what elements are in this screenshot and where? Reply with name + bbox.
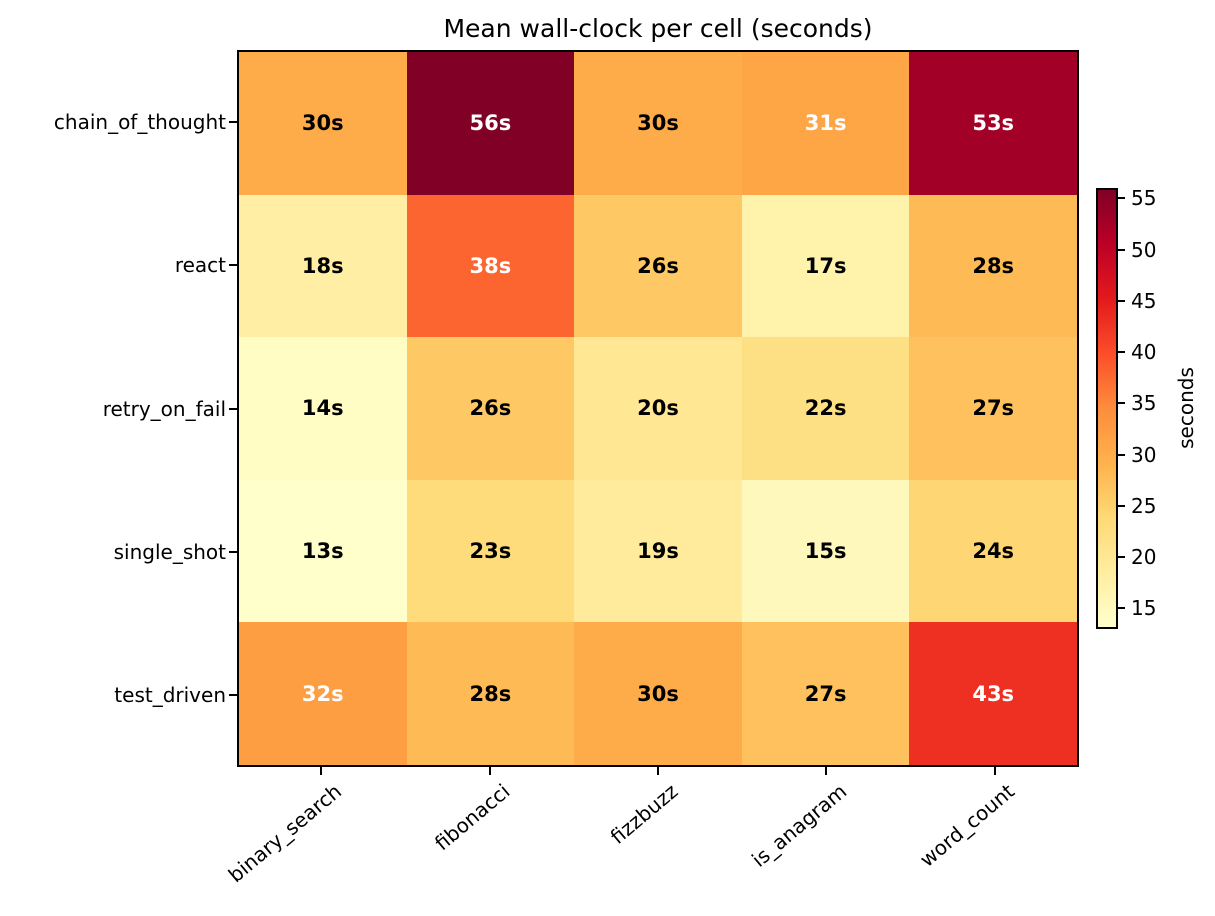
heatmap-cell: 20s: [574, 337, 742, 480]
colorbar-tick-label: 15: [1131, 596, 1157, 621]
heatmap-cell: 31s: [741, 52, 910, 195]
y-tick-label: single_shot: [113, 539, 226, 564]
heatmap-cell: 30s: [574, 622, 742, 765]
colorbar-tick-mark: [1118, 607, 1125, 610]
heatmap-cell: 15s: [741, 479, 910, 623]
x-tick-label: is_anagram: [746, 779, 851, 872]
colorbar-tick-mark: [1118, 351, 1125, 354]
colorbar-tick-label: 30: [1131, 442, 1157, 467]
heatmap-cell: 38s: [406, 194, 575, 338]
colorbar-tick-label: 55: [1131, 186, 1157, 211]
y-tick-label: test_driven: [114, 683, 226, 708]
heatmap-cell: 26s: [406, 337, 575, 480]
x-tick-mark: [488, 767, 491, 775]
heatmap-cell: 32s: [239, 622, 407, 765]
heatmap-cell: 26s: [574, 194, 742, 338]
heatmap-cell: 30s: [239, 52, 407, 195]
chart-title: Mean wall-clock per cell (seconds): [443, 14, 873, 43]
colorbar-gradient: [1096, 188, 1118, 629]
y-tick-label: react: [174, 253, 226, 278]
heatmap-cell: 30s: [574, 52, 742, 195]
heatmap-cell: 27s: [909, 337, 1077, 480]
colorbar-tick-label: 20: [1131, 545, 1157, 570]
heatmap-cell: 18s: [239, 194, 407, 338]
y-tick-mark: [229, 120, 237, 123]
y-tick-mark: [229, 407, 237, 410]
heatmap-cell: 53s: [909, 52, 1077, 195]
x-tick-mark: [657, 767, 659, 775]
x-tick-label: fibonacci: [429, 779, 515, 856]
heatmap-cell: 14s: [239, 337, 407, 480]
colorbar-tick-mark: [1118, 556, 1125, 559]
heatmap-cell: 17s: [741, 194, 910, 338]
heatmap-cell: 19s: [574, 479, 742, 623]
x-tick-mark: [825, 767, 828, 775]
colorbar-tick-label: 40: [1131, 340, 1157, 365]
colorbar-tick-mark: [1118, 402, 1125, 405]
heatmap-cell: 24s: [909, 479, 1077, 623]
x-tick-mark: [993, 767, 996, 775]
heatmap-cell: 13s: [239, 479, 407, 623]
heatmap-cell: 28s: [406, 622, 575, 765]
colorbar-tick-mark: [1118, 453, 1125, 456]
x-tick-label: word_count: [915, 779, 1020, 872]
y-tick-label: retry_on_fail: [102, 396, 226, 421]
x-tick-mark: [320, 767, 323, 775]
heatmap-grid: 30s 56s 30s 31s 53s 18s 38s 26s 17s 28s 14s 26s 20s 2…: [237, 50, 1079, 767]
heatmap-cell: 43s: [909, 622, 1077, 765]
x-tick-label: binary_search: [223, 779, 346, 888]
colorbar-tick-label: 45: [1131, 288, 1157, 313]
colorbar-tick-label: 25: [1131, 493, 1157, 518]
colorbar-axis-label: seconds: [1174, 367, 1198, 449]
colorbar-tick-mark: [1118, 248, 1125, 251]
y-tick-mark: [229, 264, 237, 267]
heatmap-cell: 27s: [741, 622, 910, 765]
heatmap-cell: 56s: [406, 52, 575, 195]
y-tick-label: chain_of_thought: [53, 109, 226, 134]
colorbar-tick-mark: [1118, 299, 1125, 302]
colorbar-tick-mark: [1118, 504, 1125, 507]
y-tick-mark: [229, 550, 237, 553]
y-tick-mark: [229, 694, 237, 697]
colorbar-tick-label: 35: [1131, 391, 1157, 416]
heatmap-cell: 23s: [406, 479, 575, 623]
heatmap-cell: 22s: [741, 337, 910, 480]
colorbar-tick-mark: [1118, 197, 1125, 200]
x-tick-label: fizzbuzz: [605, 779, 683, 849]
colorbar-tick-label: 50: [1131, 237, 1157, 262]
heatmap-cell: 28s: [909, 194, 1077, 338]
